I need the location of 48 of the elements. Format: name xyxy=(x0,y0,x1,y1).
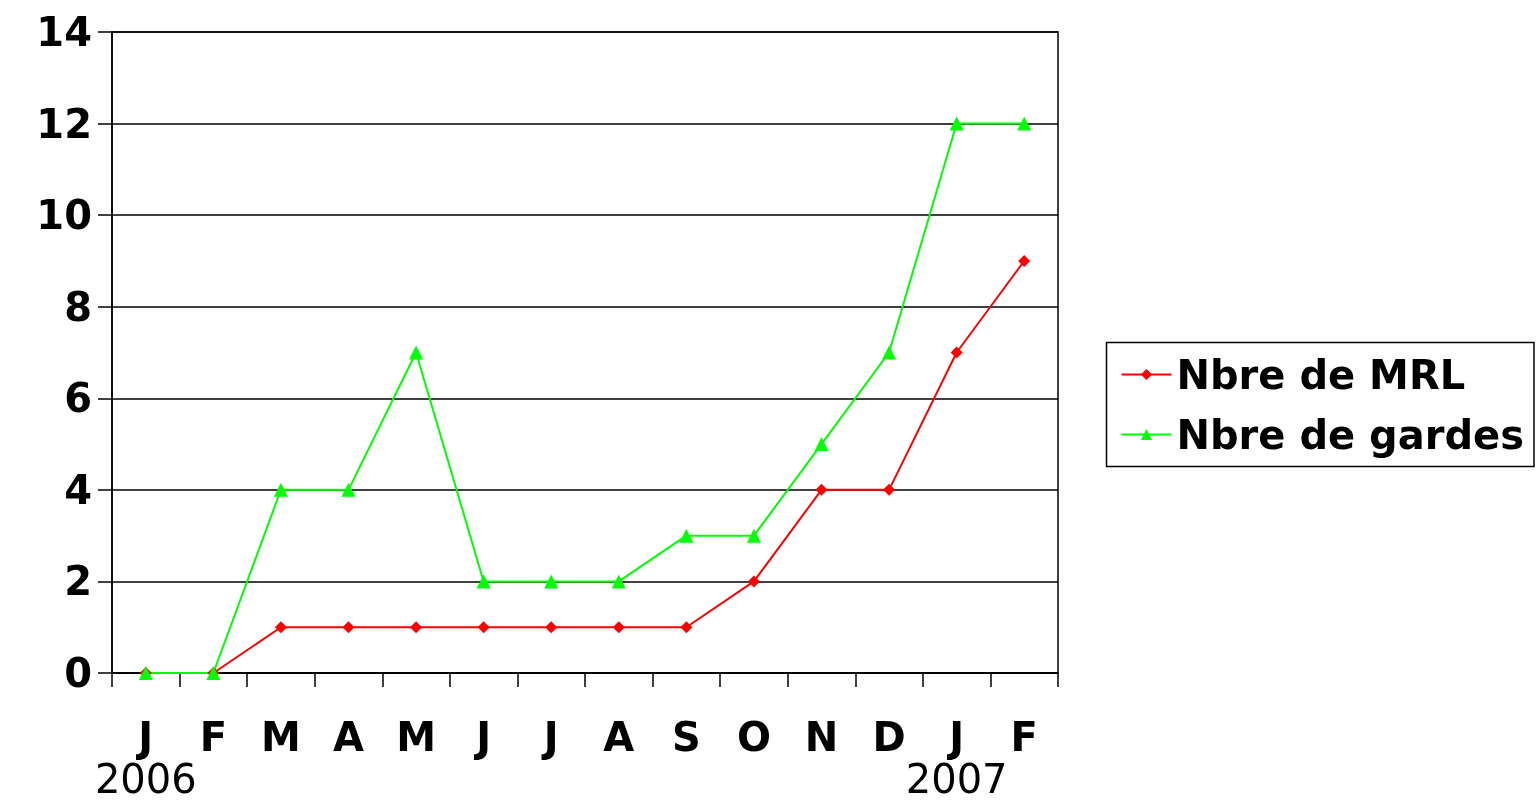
point xyxy=(679,528,694,543)
x-tick-label: J xyxy=(540,714,559,760)
point xyxy=(476,574,491,589)
legend-label: Nbre de MRL xyxy=(1176,351,1466,398)
x-tick-label: D xyxy=(872,714,906,760)
x-tick-label: M xyxy=(396,714,436,760)
x-tick-label: N xyxy=(804,714,839,760)
x-tick-label: F xyxy=(199,714,228,760)
point xyxy=(882,345,897,360)
y-tick-label: 8 xyxy=(64,283,92,330)
y-tick-label: 14 xyxy=(36,9,92,55)
point xyxy=(949,116,964,131)
point xyxy=(612,621,625,634)
y-tick-label: 0 xyxy=(64,650,92,696)
point xyxy=(747,575,760,588)
x-tick-label: A xyxy=(333,714,365,760)
point xyxy=(410,621,423,634)
point xyxy=(342,621,355,634)
point xyxy=(883,483,896,496)
point xyxy=(341,482,356,497)
y-tick-label: 10 xyxy=(36,192,92,239)
x-tick-label: J 2007 xyxy=(905,714,1008,802)
x-tick-label: S xyxy=(671,714,701,760)
legend-label: Nbre de gardes xyxy=(1176,411,1524,458)
x-tick-label: O xyxy=(736,714,771,760)
point xyxy=(409,345,424,360)
x-tick-label: M xyxy=(261,714,301,760)
point xyxy=(1018,254,1031,267)
point xyxy=(950,346,963,359)
y-tick-label: 2 xyxy=(64,558,92,605)
point xyxy=(477,621,490,634)
point xyxy=(611,574,626,589)
y-tick-label: 12 xyxy=(36,100,92,147)
point xyxy=(1017,116,1032,131)
x-tick-label: J 2006 xyxy=(94,714,197,802)
x-tick-label: J xyxy=(473,714,492,760)
point xyxy=(545,621,558,634)
point xyxy=(274,621,287,634)
y-tick-label: 4 xyxy=(64,466,92,513)
x-tick-label: A xyxy=(603,714,635,760)
point xyxy=(815,483,828,496)
point xyxy=(746,528,761,543)
point xyxy=(544,574,559,589)
point xyxy=(273,482,288,497)
y-tick-label: 6 xyxy=(64,375,92,422)
point xyxy=(680,621,693,634)
point xyxy=(814,437,829,452)
x-tick-label: F xyxy=(1010,714,1038,760)
